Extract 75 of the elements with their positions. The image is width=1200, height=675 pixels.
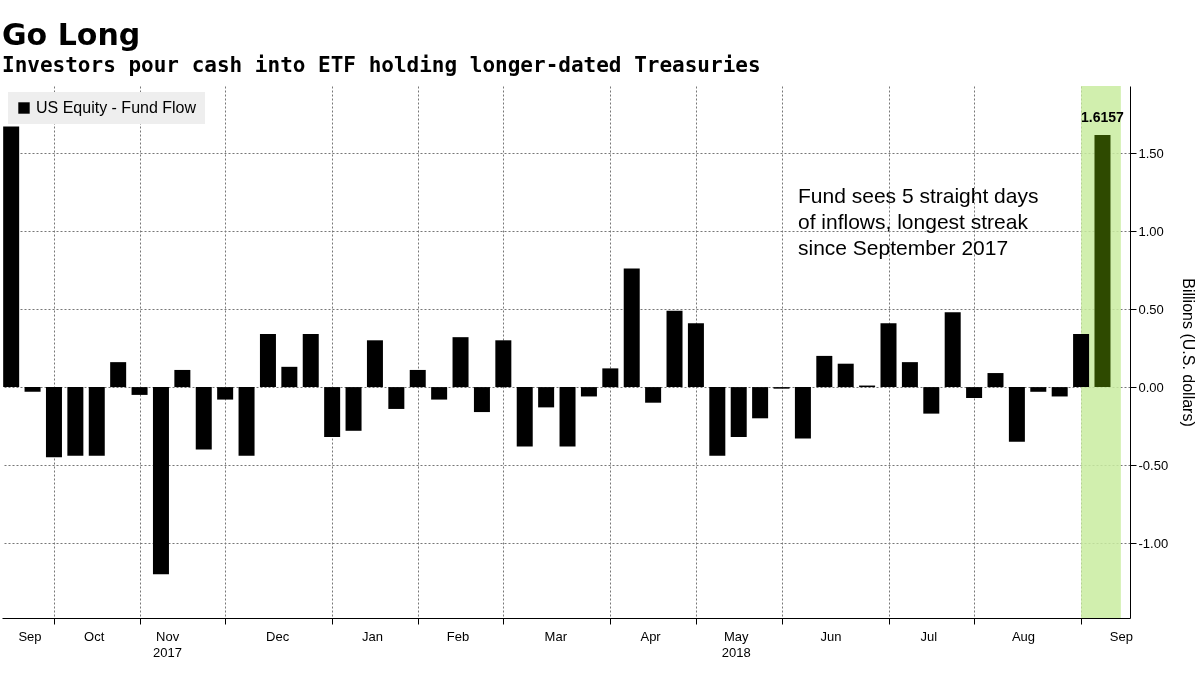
x-tick-label: Sep [1109,628,1133,644]
x-tick-label: Sep [18,628,42,644]
bar [837,363,854,388]
bar [238,387,255,456]
bar [752,387,769,419]
bar [645,387,662,403]
bar [366,340,383,388]
bar [495,340,512,388]
bar [88,387,105,456]
bar [538,387,555,408]
bar [602,368,619,388]
bar [302,334,319,388]
bar [901,362,918,388]
x-tick-label: Mar [544,628,568,644]
bar [923,387,940,414]
y-tick-label: 1.50 [1138,145,1164,161]
y-tick-label: 0.00 [1138,379,1164,395]
bar [24,387,41,392]
bar [1094,135,1111,388]
bar [431,387,448,400]
bar [794,387,811,439]
bar [730,387,747,438]
bar [1051,387,1068,397]
chart-subtitle: Investors pour cash into ETF holding longer-dated Treasuries [2,53,761,77]
x-tick-label: Apr [640,628,662,644]
bar [880,323,897,388]
bar [1073,334,1090,388]
bar [195,387,212,450]
bar [1008,387,1025,442]
bar [281,366,298,388]
bar [666,310,683,388]
bar [816,355,833,388]
bar [45,387,62,458]
x-tick-label: Jan [361,628,383,644]
bar [345,387,362,431]
bar [944,312,961,388]
bar [110,362,127,388]
bar [709,387,726,456]
y-tick-label: 1.00 [1138,223,1164,239]
x-tick-label: Jul [920,628,938,644]
y-tick-label: -0.50 [1138,457,1169,473]
bar [966,387,983,399]
bar [987,373,1004,388]
bar [217,387,234,400]
data-label: 1.6157 [1081,109,1125,126]
x-tick-label: Nov 2017 [153,628,183,660]
bar [174,369,191,388]
bar [559,387,576,447]
bar [473,387,490,413]
bar [259,334,276,388]
bar [409,369,426,388]
bar [131,387,148,395]
bar [516,387,533,447]
bar [152,387,169,575]
y-tick-label: -1.00 [1138,535,1169,551]
bar [67,387,84,456]
x-tick-label: Jun [820,628,842,644]
bar [623,268,640,388]
bar [580,387,597,397]
y-tick-label: 0.50 [1138,301,1164,317]
bar [452,337,469,388]
legend-label: US Equity - Fund Flow [36,99,197,116]
x-tick-label: Dec [266,628,290,644]
bar [687,323,704,388]
chart-title: Go Long [2,17,141,52]
annotation: Fund sees 5 straight days of inflows, longest streak since September 2017 [798,184,1039,259]
bar [3,126,20,388]
bar [1030,387,1047,392]
x-tick-label: Oct [84,628,105,644]
bar [324,387,341,438]
x-tick-label: Feb [446,628,470,644]
x-tick-label: Aug [1011,628,1036,644]
bar [388,387,405,409]
y-axis-title: Billions (U.S. dollars) [1180,278,1198,427]
x-tick-label: May 2018 [721,628,751,660]
